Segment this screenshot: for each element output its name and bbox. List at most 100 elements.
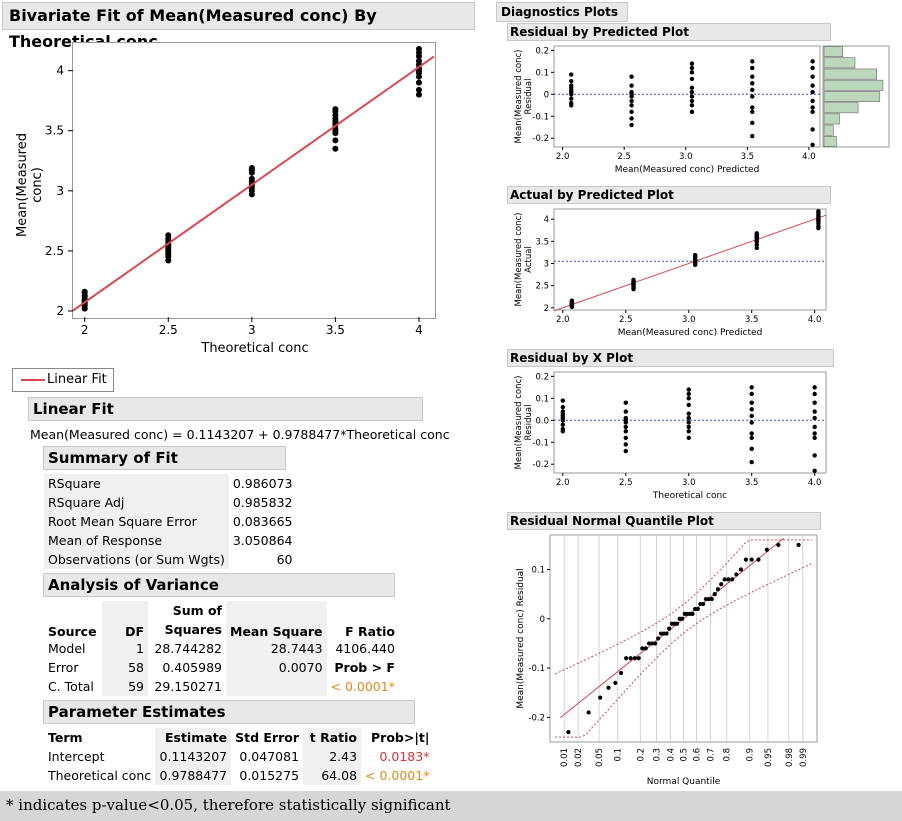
data-point xyxy=(560,398,566,403)
data-point xyxy=(629,92,634,97)
data-point xyxy=(623,418,628,423)
resid-x-plot[interactable]: 2.0 2.5 3.0 3.5 4.0 0.2 0.1 0.0 -0.1 -0.2 Theoreti… xyxy=(505,368,835,508)
main-x-label: Theoretical conc xyxy=(201,341,309,356)
data-point xyxy=(667,626,672,631)
data-point xyxy=(750,120,755,126)
data-point xyxy=(569,298,575,303)
data-point xyxy=(816,217,821,223)
x-tick-label: 3.5 xyxy=(741,152,755,162)
summary-label: RSquare Adj xyxy=(44,493,229,512)
x-tick-label: 2.0 xyxy=(556,315,570,325)
summary-row: Root Mean Square Error 0.083665 xyxy=(44,512,297,531)
quantile-plot[interactable]: 0.01 0.02 0.05 0.1 0.2 0.3 0.4 0.5 0.6 0.7 0.8 0.9 0… xyxy=(505,531,835,791)
anova-row-error: Error 58 0.405989 0.0070 Prob > F xyxy=(44,658,399,677)
data-point xyxy=(690,611,695,616)
data-point xyxy=(332,145,339,152)
x-tick-label: 4 xyxy=(415,323,423,337)
data-point xyxy=(631,284,636,290)
anova-ss: 29.150271 xyxy=(154,679,222,694)
y-tick-label: 0.1 xyxy=(535,394,549,404)
data-point xyxy=(686,429,691,434)
data-point xyxy=(715,587,721,592)
data-point xyxy=(749,431,754,436)
anova-header[interactable]: Analysis of Variance xyxy=(43,573,395,597)
data-point xyxy=(689,103,695,108)
data-point xyxy=(749,385,754,390)
summary-header[interactable]: Summary of Fit xyxy=(43,446,286,470)
data-point xyxy=(629,98,634,104)
data-point xyxy=(569,85,574,90)
histogram-bar xyxy=(823,46,843,58)
anova-source: Error xyxy=(48,660,79,675)
x-tick-label: 3.5 xyxy=(326,323,345,337)
data-point xyxy=(816,209,821,214)
quantile-header[interactable]: Residual Normal Quantile Plot xyxy=(507,512,821,530)
data-point xyxy=(332,137,339,144)
y-tick-label: -0.1 xyxy=(532,438,549,448)
summary-label: Observations (or Sum Wgts) xyxy=(44,550,229,569)
data-point xyxy=(689,94,695,99)
data-point xyxy=(812,400,817,405)
anova-df: 58 xyxy=(102,658,148,677)
data-point xyxy=(749,557,754,562)
data-point xyxy=(812,391,817,397)
summary-row: Observations (or Sum Wgts) 60 xyxy=(44,550,297,569)
y-axis-label: Mean(Measured conc) xyxy=(514,213,524,307)
x-tick-label: 2.0 xyxy=(556,152,570,162)
data-point xyxy=(810,109,815,115)
linear-fit-header[interactable]: Linear Fit xyxy=(28,397,423,421)
x-tick-label: 2.5 xyxy=(617,152,631,162)
x-tick-label: 0.1 xyxy=(614,748,624,762)
resid-x-header[interactable]: Residual by X Plot xyxy=(507,349,834,367)
param-p: < 0.0001* xyxy=(365,768,430,783)
act-pred-header[interactable]: Actual by Predicted Plot xyxy=(507,186,831,204)
y-tick-label: -0.2 xyxy=(532,134,549,144)
data-point xyxy=(749,446,754,452)
y-axis-label: Mean(Measured conc) Residual xyxy=(516,568,526,708)
y-tick-label: 3 xyxy=(544,259,549,269)
params-col-t: t Ratio xyxy=(303,728,362,747)
data-point xyxy=(689,89,695,95)
main-scatter-plot[interactable]: 2 2 2.5 2.5 3 3 3.5 3.5 4 4 xyxy=(0,30,470,360)
x-tick-label: 0.95 xyxy=(764,748,774,767)
main-title-header[interactable]: Bivariate Fit of Mean(Measured conc) By … xyxy=(2,2,475,51)
y-tick-label: 0.1 xyxy=(531,566,545,576)
resid-pred-header[interactable]: Residual by Predicted Plot xyxy=(507,23,831,41)
data-point xyxy=(623,442,628,447)
histogram-bar xyxy=(823,57,856,69)
data-point xyxy=(812,424,817,430)
data-point xyxy=(812,453,817,458)
x-tick-label: 3.0 xyxy=(682,315,696,325)
data-point xyxy=(636,656,641,661)
y-tick-label: -0.2 xyxy=(532,460,549,470)
data-point xyxy=(810,65,815,71)
data-point xyxy=(754,239,759,244)
act-pred-plot[interactable]: 2.0 2.5 3.0 3.5 4.0 4 3.5 3 2.5 2 Mean(Measured co… xyxy=(505,205,835,345)
data-point xyxy=(569,78,574,84)
data-point xyxy=(738,567,744,572)
data-point xyxy=(750,109,755,115)
anova-df: 1 xyxy=(102,639,148,658)
params-header[interactable]: Parameter Estimates xyxy=(43,700,415,724)
diagnostics-header[interactable]: Diagnostics Plots xyxy=(496,2,628,22)
anova-ms: 28.7443 xyxy=(226,639,327,658)
data-point xyxy=(631,277,636,283)
data-point xyxy=(332,106,339,113)
params-row: Intercept 0.1143207 0.047081 2.43 0.0183… xyxy=(44,747,433,766)
x-tick-label: 4.0 xyxy=(802,152,816,162)
data-point xyxy=(415,79,422,86)
fit-equation: Mean(Measured conc) = 0.1143207 + 0.9788… xyxy=(30,427,450,442)
data-point xyxy=(749,400,754,405)
legend[interactable]: Linear Fit xyxy=(12,368,114,392)
data-point xyxy=(623,656,629,661)
resid-pred-plot[interactable]: 2.0 2.5 3.0 3.5 4.0 0.2 0.1 0 -0.1 -0.2 Mean(Measu… xyxy=(505,42,897,182)
params-col-p: Prob>|t| xyxy=(371,730,430,745)
confidence-band xyxy=(555,563,813,738)
param-t: 2.43 xyxy=(303,747,362,766)
x-tick-label: 2.5 xyxy=(619,478,633,488)
data-point xyxy=(750,133,755,139)
data-point xyxy=(812,468,817,474)
data-point xyxy=(632,656,637,661)
data-point xyxy=(165,232,172,239)
data-point xyxy=(776,542,781,547)
